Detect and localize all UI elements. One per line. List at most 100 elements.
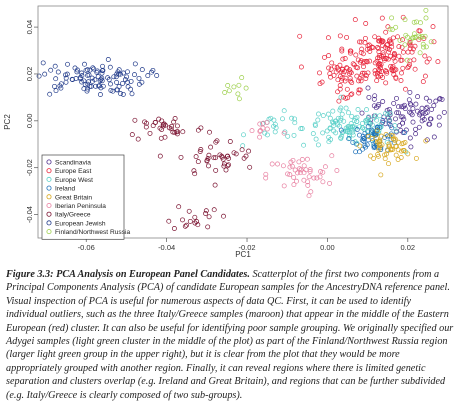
data-point [207,129,212,135]
data-point [97,92,103,97]
data-point [221,161,227,167]
data-point [405,151,411,157]
data-point [350,61,356,67]
scatter-points [36,7,447,231]
data-point [206,152,212,158]
data-point [221,163,227,169]
data-point [125,69,130,75]
data-point [335,89,341,95]
data-point [389,27,395,33]
data-point [411,57,417,63]
data-point [360,120,365,126]
data-point [111,74,117,80]
data-point [375,45,381,50]
data-point [424,104,430,110]
data-point [387,112,393,118]
x-tick-label: -0.06 [78,243,95,252]
data-point [171,226,177,231]
data-point [42,71,48,77]
data-point [85,86,91,92]
data-point [125,79,130,85]
data-point [392,53,397,59]
data-point [52,63,58,69]
data-point [280,116,285,122]
data-point [330,108,336,114]
data-point [423,44,429,50]
data-point [376,142,382,148]
data-point [288,159,294,165]
caption-body: Scatterplot of the first two components … [6,269,454,401]
data-point [383,55,389,61]
data-point [360,51,366,57]
data-point [374,78,380,84]
data-point [331,128,337,134]
data-point [95,74,101,80]
data-point [337,123,343,129]
data-point [371,143,377,149]
data-point [243,85,249,91]
data-point [91,66,97,72]
data-point [396,104,401,110]
data-point [240,143,246,149]
data-point [413,131,419,137]
data-point [320,169,326,175]
data-point [401,104,406,110]
data-point [357,87,363,93]
data-point [364,59,370,65]
data-point [415,94,421,100]
data-point [296,159,302,165]
data-point [391,51,397,56]
data-point [306,174,312,180]
data-point [156,116,162,122]
data-point [63,72,68,78]
pca-scatterplot: -0.06 -0.04 -0.02 0.00 0.02 -0.04 -0.02 0.00 0.… [3,5,449,259]
data-point [380,75,386,80]
data-point [93,83,99,89]
data-point [203,208,209,214]
data-point [428,39,434,45]
data-point [410,46,416,52]
data-point [174,123,180,129]
data-point [214,138,220,144]
data-point [371,155,377,161]
legend-marker [46,220,52,226]
data-point [350,124,356,129]
data-point [89,78,95,84]
data-point [330,119,335,125]
data-point [322,54,327,60]
data-point [393,24,399,30]
data-point [345,127,351,133]
data-point [372,93,378,99]
data-point [337,83,343,88]
data-point [132,61,138,67]
data-point [431,134,437,140]
data-point [337,73,343,79]
data-point [368,153,373,159]
data-point [389,15,395,21]
data-point [351,118,357,124]
legend-label: Ireland [55,186,75,193]
legend-marker [46,211,52,217]
data-point [374,124,380,130]
data-point [97,78,103,84]
data-point [63,79,69,85]
data-point [291,174,297,180]
data-point [387,26,393,32]
data-point [326,53,332,59]
data-point [392,58,398,64]
data-point [338,135,344,141]
data-point [407,58,413,64]
data-point [396,123,402,129]
data-point [100,63,105,69]
data-point [342,78,348,84]
data-point [353,52,359,58]
data-point [398,78,404,83]
data-point [320,113,326,119]
data-point [408,144,414,150]
data-point [217,152,223,158]
data-point [390,133,396,139]
data-point [58,81,64,87]
data-point [404,57,410,63]
data-point [287,164,293,170]
data-point [399,44,405,50]
